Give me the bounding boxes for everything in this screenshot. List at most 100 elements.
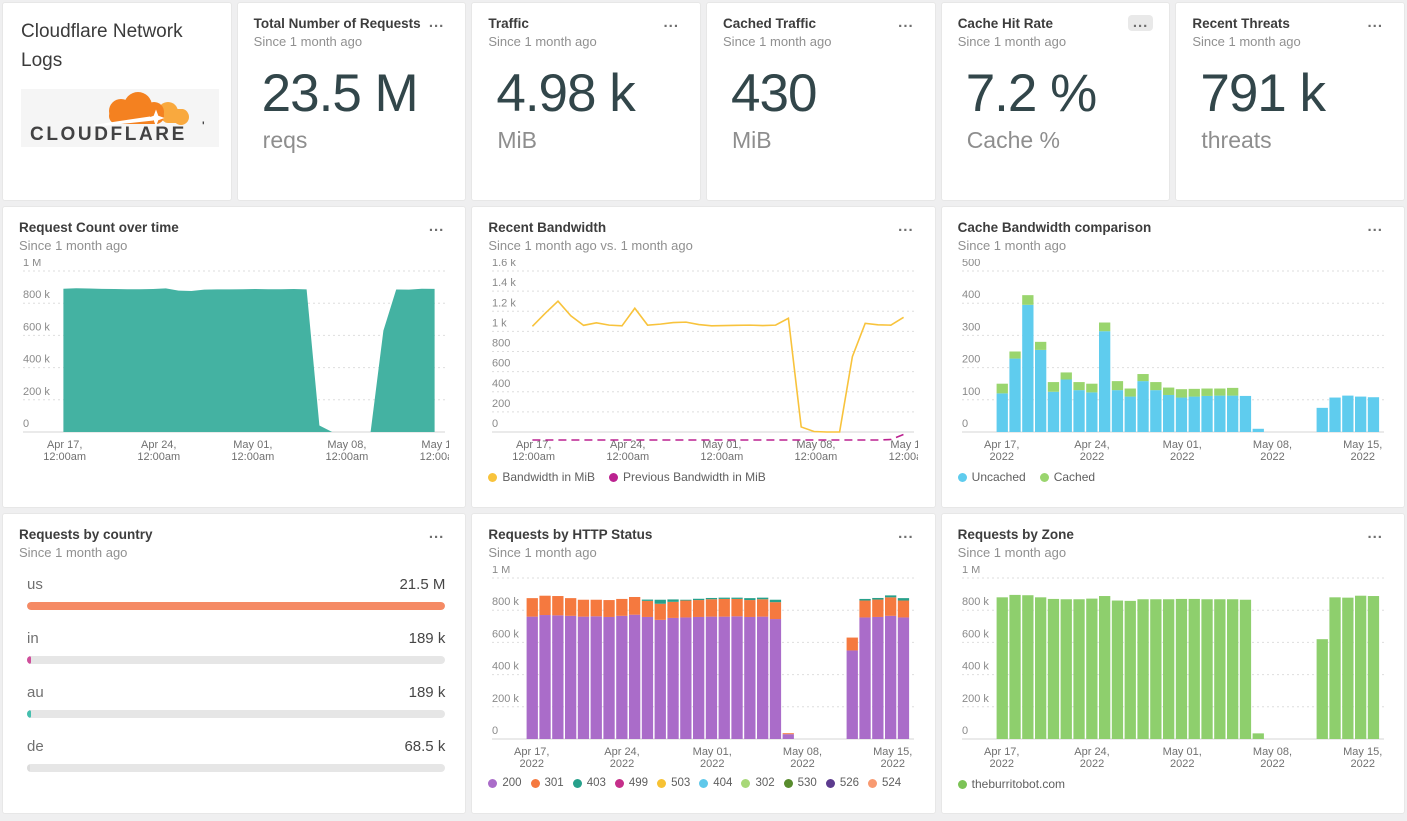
svg-text:Apr 24,: Apr 24, [1074,746,1109,758]
legend-label: 200 [502,777,522,790]
svg-text:12:00am: 12:00am [889,451,918,463]
country-bar[interactable] [27,602,446,611]
stat-value: 791 k [1200,64,1326,124]
svg-text:1.2 k: 1.2 k [492,297,516,309]
svg-text:400: 400 [492,378,510,390]
svg-text:2022: 2022 [610,758,634,770]
panel-menu-icon[interactable]: ... [663,14,680,31]
svg-text:2022: 2022 [1350,758,1374,770]
panel-requests-by-http-status: Requests by HTTP Status Since 1 month ag… [471,513,936,814]
panel-menu-icon[interactable]: ... [1127,15,1154,31]
country-bar[interactable] [27,710,31,719]
svg-text:May 01,: May 01, [233,439,272,451]
cloudflare-logo: CLOUDFLARE ' [21,88,219,147]
panel-menu-icon[interactable]: ... [898,525,914,542]
panel-subtitle: Since 1 month ago [19,238,128,254]
stat-unit: Cache % [966,127,1061,154]
panel-menu-icon[interactable]: ... [898,218,914,235]
stat-value: 7.2 % [965,64,1098,124]
stat-panel-traffic: Traffic Since 1 month ago ... 4.98 k MiB [471,2,702,201]
legend-label: Bandwidth in MiB [502,470,596,485]
legend-item-526[interactable]: 526 [825,777,859,789]
country-row-de: de 68.5 k [27,738,446,773]
dashboard-title: Cloudflare Network Logs [21,21,183,72]
panel-menu-icon[interactable]: ... [1367,525,1383,542]
legend-item-499[interactable]: 499 [614,777,649,790]
legend-item-theburritobot.com[interactable]: theburritobot.com [957,777,1065,791]
country-bar[interactable] [27,656,31,665]
legend-label: 302 [755,777,775,790]
svg-text:1.4 k: 1.4 k [492,277,516,289]
svg-text:Apr 17,: Apr 17, [984,439,1019,451]
legend-label: Previous Bandwidth in MiB [623,470,766,485]
svg-text:2022: 2022 [1079,758,1103,770]
legend-item-404[interactable]: 404 [699,777,732,789]
legend-item-Cached[interactable]: Cached [1039,470,1095,484]
panel-title: Total Number of Requests [253,16,421,31]
legend-item-Previous Bandwidth in MiB[interactable]: Previous Bandwidth in MiB [609,470,766,484]
panel-title: Cache Hit Rate [957,16,1053,31]
panel-menu-icon[interactable]: ... [428,14,445,31]
country-bar-track [27,764,446,773]
stat-unit: MiB [497,127,537,154]
country-value: 189 k [408,684,446,702]
svg-text:12:00am: 12:00am [231,451,274,463]
svg-text:2022: 2022 [700,758,724,770]
legend-label: 403 [586,777,606,790]
legend-dot-icon [530,778,540,788]
svg-text:May 08,: May 08, [327,439,366,451]
country-value: 189 k [408,630,446,648]
svg-text:0: 0 [492,725,498,737]
panel-menu-icon[interactable]: ... [428,525,445,542]
legend-item-503[interactable]: 503 [657,777,690,789]
panel-request-count: Request Count over time Since 1 month ag… [2,206,467,508]
legend-label: 301 [544,777,564,790]
country-bar[interactable] [27,764,30,773]
panel-title: Recent Bandwidth [488,220,607,235]
legend-dot-icon [572,778,582,788]
legend-item-302[interactable]: 302 [741,777,775,790]
svg-text:May 08,: May 08, [797,439,836,451]
country-value: 21.5 M [399,576,446,594]
legend-item-Uncached[interactable]: Uncached [957,470,1026,485]
legend-item-200[interactable]: 200 [488,777,522,790]
panel-title: Cached Traffic [723,16,817,31]
svg-text:500: 500 [962,259,980,269]
legend-dot-icon [783,778,793,788]
svg-text:400 k: 400 k [492,661,519,673]
svg-text:400 k: 400 k [23,354,50,366]
svg-text:400 k: 400 k [962,661,989,673]
svg-text:2022: 2022 [1079,451,1103,463]
legend-item-530[interactable]: 530 [783,777,817,790]
legend-label: 499 [628,777,649,790]
legend-label: 530 [797,777,817,790]
svg-text:12:00am: 12:00am [607,451,650,463]
svg-text:600 k: 600 k [23,322,50,334]
panel-menu-icon[interactable]: ... [1367,218,1383,235]
legend-item-524[interactable]: 524 [868,777,901,789]
svg-text:600 k: 600 k [492,629,519,641]
svg-text:2022: 2022 [520,758,544,770]
country-label: de [27,738,44,756]
svg-text:200: 200 [962,354,980,366]
legend-dot-icon [1039,472,1049,482]
panel-menu-icon[interactable]: ... [898,14,914,31]
legend-item-Bandwidth in MiB[interactable]: Bandwidth in MiB [488,470,595,484]
svg-text:600 k: 600 k [962,629,989,641]
legend-item-301[interactable]: 301 [530,777,564,790]
legend-dot-icon [957,779,967,789]
country-label: us [27,576,43,594]
svg-text:12:00am: 12:00am [420,451,449,463]
panel-menu-icon[interactable]: ... [1367,14,1384,31]
legend-item-403[interactable]: 403 [572,777,606,790]
legend-dot-icon [614,778,624,788]
panel-cache-bandwidth: Cache Bandwidth comparison Since 1 month… [940,206,1405,508]
country-bar-track [27,710,446,719]
legend-label: Uncached [971,470,1026,485]
panel-menu-icon[interactable]: ... [428,218,445,235]
